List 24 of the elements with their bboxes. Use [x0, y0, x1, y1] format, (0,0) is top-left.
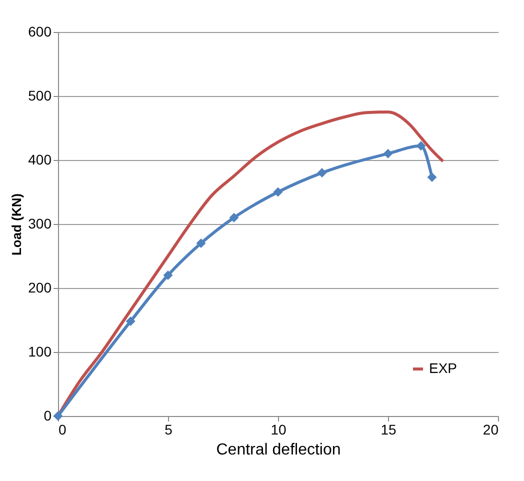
point	[163, 270, 173, 280]
y-tick-label: 200	[28, 280, 52, 296]
y-axis-title: Load (KN)	[9, 193, 24, 256]
y-tick-label: 0	[44, 408, 52, 424]
y-tick-label: 400	[28, 152, 52, 168]
x-tick-label: 5	[164, 422, 173, 438]
legend-label: EXP	[429, 360, 458, 376]
x-tick-label: 0	[58, 422, 66, 438]
point	[196, 238, 206, 248]
y-tick-label: 600	[28, 24, 52, 40]
point	[229, 212, 239, 222]
point	[416, 141, 426, 151]
point	[427, 172, 437, 182]
x-axis-title: Central deflection	[216, 442, 341, 458]
point	[126, 316, 136, 326]
point	[273, 187, 283, 197]
x-tick-label: 10	[270, 422, 286, 438]
x-tick-label: 20	[482, 422, 499, 438]
x-tick-label: 15	[380, 422, 396, 438]
point	[383, 148, 393, 158]
y-tick-label: 300	[28, 216, 52, 232]
point	[317, 168, 327, 178]
y-tick-label: 100	[28, 344, 52, 360]
y-tick-label: 500	[28, 88, 52, 104]
